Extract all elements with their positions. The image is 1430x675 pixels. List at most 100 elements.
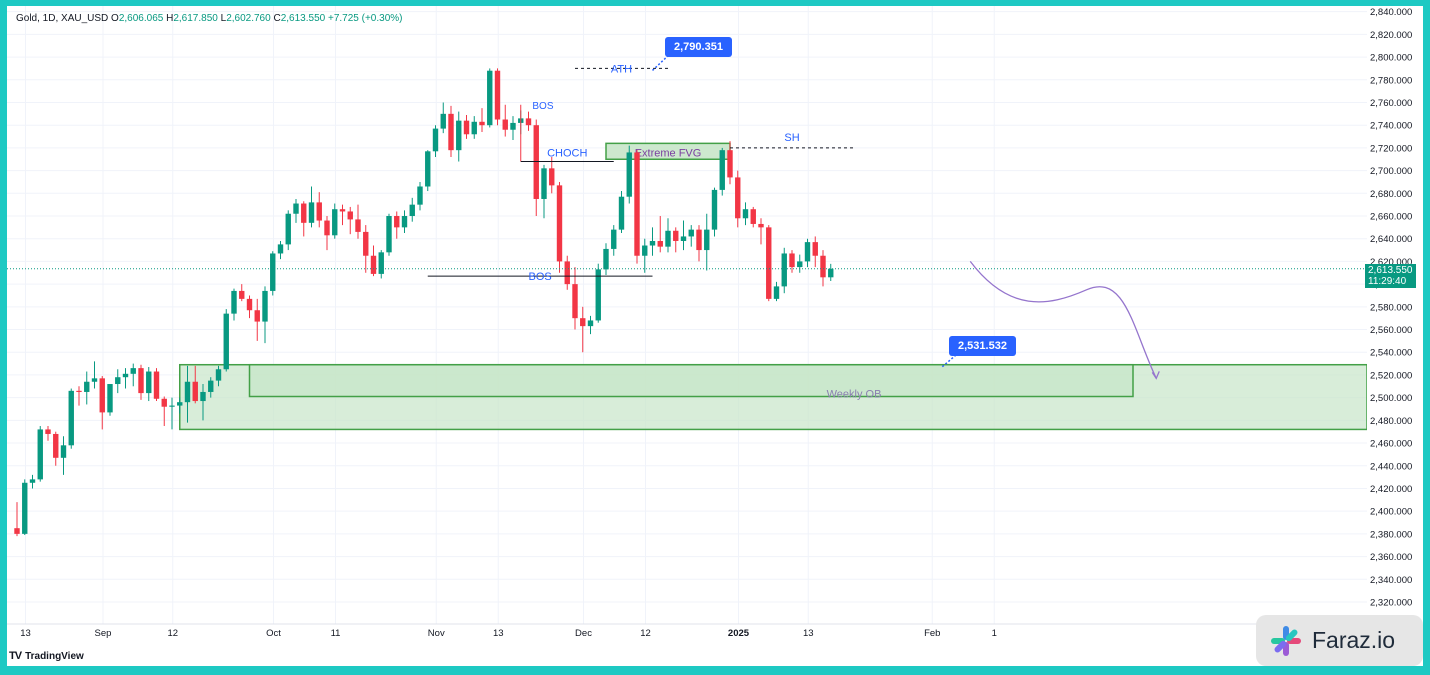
candle-body[interactable] [750, 209, 756, 224]
candle-body[interactable] [804, 242, 811, 262]
candle-body[interactable] [781, 253, 787, 287]
candle-body[interactable] [68, 390, 74, 446]
candle-body[interactable] [735, 177, 741, 219]
candle-body[interactable] [603, 248, 609, 270]
candle-body[interactable] [696, 229, 702, 251]
candle-body[interactable] [487, 70, 493, 126]
candle-body[interactable] [587, 320, 594, 327]
candle-body[interactable] [246, 298, 253, 311]
candle-body[interactable] [634, 152, 640, 256]
candle-body[interactable] [14, 528, 20, 534]
candle-body[interactable] [409, 204, 415, 217]
symbol-name[interactable]: Gold, 1D, XAU_USD [16, 13, 109, 24]
candle-body[interactable] [231, 290, 237, 314]
candle-body[interactable] [262, 290, 268, 322]
candle-body[interactable] [270, 253, 276, 291]
candle-body[interactable] [432, 128, 439, 152]
candle-body[interactable] [22, 482, 28, 534]
candle-body[interactable] [417, 186, 423, 205]
candle-body[interactable] [339, 209, 346, 212]
candle-body[interactable] [456, 120, 462, 151]
candle-body[interactable] [440, 113, 446, 129]
candle-body[interactable] [680, 236, 687, 241]
candle-body[interactable] [479, 121, 485, 126]
price-chart[interactable]: Weekly OB Extreme FVG ATH BOS CHOCH SH BOS 2,32… [7, 6, 1423, 666]
candle-body[interactable] [208, 380, 214, 392]
candle-body[interactable] [688, 229, 694, 237]
ath-price-callout[interactable]: 2,790.351 [665, 37, 732, 57]
candle-body[interactable] [789, 253, 795, 268]
candle-body[interactable] [463, 120, 470, 135]
candle-body[interactable] [184, 381, 191, 403]
candle-body[interactable] [200, 391, 206, 402]
candle-body[interactable] [153, 371, 160, 399]
candle-body[interactable] [76, 390, 82, 392]
candle-body[interactable] [254, 310, 260, 322]
candle-body[interactable] [401, 216, 408, 228]
candle-body[interactable] [355, 219, 361, 232]
candle-body[interactable] [657, 240, 663, 247]
price-axis[interactable] [1367, 6, 1423, 626]
candle-body[interactable] [130, 368, 136, 374]
candle-body[interactable] [494, 70, 501, 120]
candle-body[interactable] [316, 202, 322, 221]
candle-body[interactable] [386, 216, 392, 253]
candle-body[interactable] [758, 223, 764, 228]
candle-body[interactable] [797, 261, 803, 268]
candle-body[interactable] [378, 252, 384, 274]
candle-body[interactable] [394, 216, 400, 228]
candle-body[interactable] [727, 150, 733, 178]
candle-body[interactable] [91, 378, 98, 382]
candle-body[interactable] [828, 268, 834, 278]
candle-body[interactable] [665, 230, 671, 247]
candle-body[interactable] [301, 203, 307, 223]
candle-body[interactable] [277, 244, 284, 254]
candle-body[interactable] [332, 209, 338, 236]
candle-body[interactable] [580, 318, 586, 327]
candle-body[interactable] [161, 398, 167, 407]
candle-body[interactable] [99, 378, 105, 413]
candle-body[interactable] [572, 284, 578, 319]
candle-body[interactable] [177, 402, 183, 406]
candle-body[interactable] [611, 229, 617, 249]
candle-body[interactable] [549, 168, 555, 186]
ob-price-callout[interactable]: 2,531.532 [949, 336, 1016, 356]
candle-body[interactable] [704, 229, 710, 251]
candle-body[interactable] [541, 168, 547, 199]
candle-body[interactable] [773, 286, 780, 299]
candle-body[interactable] [820, 255, 826, 278]
candle-body[interactable] [45, 429, 51, 434]
candle-body[interactable] [115, 377, 121, 385]
candle-body[interactable] [122, 373, 129, 378]
candle-body[interactable] [556, 185, 563, 262]
candle-body[interactable] [564, 261, 570, 285]
candle-body[interactable] [533, 125, 539, 199]
candle-body[interactable] [595, 269, 601, 321]
candle-body[interactable] [215, 369, 222, 381]
candle-body[interactable] [192, 381, 198, 402]
candle-body[interactable] [471, 121, 477, 135]
candle-body[interactable] [719, 150, 725, 190]
candle-body[interactable] [324, 220, 330, 236]
candle-body[interactable] [293, 203, 299, 214]
candle-body[interactable] [502, 119, 508, 130]
candle-body[interactable] [29, 479, 36, 483]
candle-body[interactable] [525, 118, 532, 126]
candle-body[interactable] [673, 230, 679, 241]
inner-order-block-zone[interactable] [248, 363, 1134, 398]
candle-body[interactable] [766, 227, 772, 299]
candle-body[interactable] [812, 242, 818, 256]
candle-body[interactable] [107, 384, 113, 413]
candle-body[interactable] [363, 231, 369, 256]
candle-body[interactable] [138, 368, 144, 394]
candle-body[interactable] [510, 122, 516, 130]
candle-body[interactable] [84, 381, 90, 392]
candle-body[interactable] [308, 202, 315, 223]
candle-body[interactable] [742, 209, 749, 219]
candle-body[interactable] [649, 240, 656, 246]
candle-body[interactable] [626, 152, 632, 197]
candle-body[interactable] [53, 433, 59, 458]
candle-body[interactable] [711, 189, 718, 230]
candle-body[interactable] [285, 213, 291, 245]
candle-body[interactable] [223, 313, 229, 370]
